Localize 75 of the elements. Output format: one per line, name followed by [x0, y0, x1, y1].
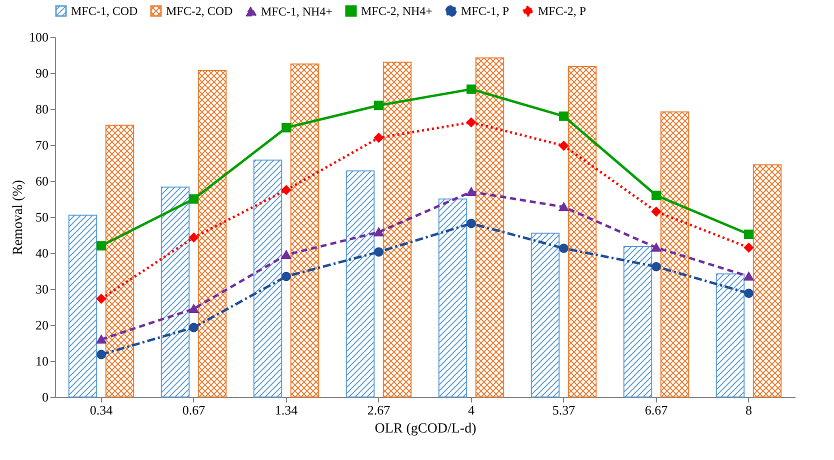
point	[282, 272, 291, 282]
legend-label: MFC-1, NH4+	[261, 4, 333, 18]
point	[466, 84, 476, 94]
bar	[568, 66, 597, 398]
point	[374, 133, 384, 143]
bar	[290, 64, 320, 398]
point	[652, 243, 661, 252]
point	[96, 241, 106, 251]
bar	[530, 232, 560, 398]
y-axis-title: Removal (%)	[11, 180, 26, 256]
x-axis-title: OLR (gCOD/L-d)	[374, 422, 477, 436]
point	[466, 218, 476, 228]
point	[96, 335, 106, 344]
legend-label: MFC-2, COD	[166, 4, 234, 18]
bar	[660, 111, 690, 398]
y-tick-label: 20	[36, 318, 48, 332]
point	[559, 202, 568, 212]
x-tick-label: 0.34	[90, 402, 114, 418]
y-tick-label: 70	[36, 138, 48, 152]
point	[652, 262, 661, 272]
x-tick-label: 1.34	[274, 402, 298, 418]
point	[744, 288, 754, 298]
x-tick-label: 6.67	[644, 402, 668, 418]
point	[652, 190, 661, 200]
bar	[716, 273, 745, 398]
bar	[253, 160, 282, 398]
point	[189, 322, 198, 332]
bar	[68, 214, 98, 398]
point	[374, 100, 384, 110]
x-tick-label: 2.67	[367, 402, 391, 418]
point	[374, 228, 384, 236]
y-tick-label: 90	[36, 66, 48, 80]
point	[189, 304, 198, 314]
point	[466, 118, 476, 128]
point	[282, 250, 291, 260]
point	[189, 232, 198, 242]
x-tick-label: 8	[746, 402, 752, 418]
bar	[105, 124, 134, 398]
bar	[438, 198, 468, 398]
bar	[382, 62, 412, 398]
legend-label: MFC-2, P	[538, 4, 586, 18]
bar	[623, 246, 652, 398]
y-tick-label: 80	[36, 102, 48, 116]
y-tick-label: 100	[29, 30, 48, 44]
y-tick-label: 60	[36, 174, 48, 188]
y-tick-label: 0	[42, 390, 48, 404]
point	[744, 272, 754, 281]
point	[96, 350, 106, 360]
point	[282, 185, 291, 195]
y-tick-label: 30	[36, 282, 48, 296]
point	[96, 294, 106, 304]
point	[559, 244, 568, 254]
bar	[346, 170, 375, 398]
point	[374, 247, 384, 257]
bar	[160, 186, 190, 398]
bar	[752, 164, 782, 398]
legend-label: MFC-1, COD	[71, 4, 138, 18]
point	[282, 123, 291, 132]
y-tick-label: 10	[36, 354, 48, 368]
point	[744, 242, 754, 252]
point	[466, 188, 476, 196]
x-tick-label: 0.67	[182, 402, 206, 418]
legend-label: MFC-2, NH4+	[361, 4, 433, 18]
point	[189, 194, 198, 204]
bar	[198, 70, 227, 398]
point	[744, 230, 754, 239]
point	[652, 206, 661, 216]
legend-label: MFC-1, P	[461, 4, 510, 18]
x-tick-label: 4	[468, 402, 475, 418]
y-tick-label: 40	[36, 246, 48, 260]
x-tick-label: 5.37	[552, 402, 576, 418]
point	[559, 141, 568, 150]
y-tick-label: 50	[36, 210, 48, 224]
bar	[475, 57, 504, 398]
point	[559, 111, 568, 121]
